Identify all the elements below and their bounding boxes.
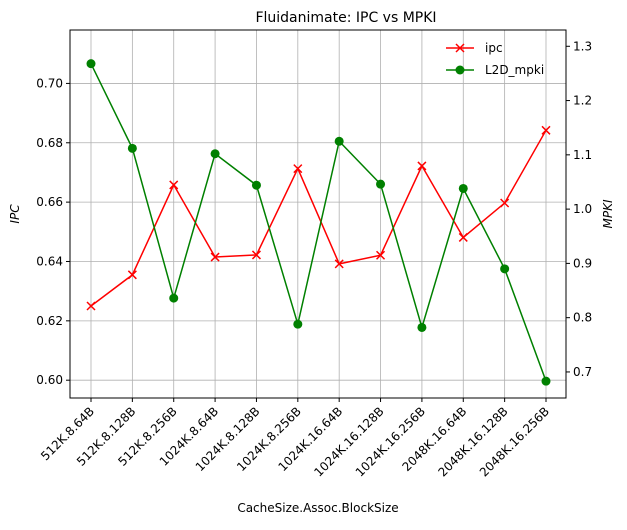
series-ipc-point	[251, 250, 261, 260]
grid	[70, 30, 566, 398]
y-axis-label-right: MPKI	[601, 199, 615, 228]
series-ipc-point	[417, 161, 427, 171]
series-l2d-mpki-point	[169, 293, 179, 303]
y-tick-label-left: 0.62	[36, 314, 63, 328]
series-l2d-mpki-point	[210, 149, 220, 159]
series-ipc-point	[127, 270, 137, 280]
legend-ipc-label: ipc	[485, 41, 503, 55]
left-y-axis: 0.60 0.62 0.64 0.66 0.68 0.70	[36, 76, 70, 387]
series-ipc-point	[86, 301, 96, 311]
series-ipc-point	[500, 198, 510, 208]
y-tick-label-left: 0.70	[36, 76, 63, 90]
series-ipc-line	[90, 129, 547, 307]
plot-frame	[69, 29, 567, 399]
legend: ipc L2D_mpki	[446, 41, 544, 77]
y-tick-label-right: 0.7	[573, 365, 592, 379]
y-tick-label-right: 0.8	[573, 311, 592, 325]
right-y-axis: 0.7 0.8 0.9 1.0 1.1 1.2 1.3	[566, 39, 592, 379]
y-tick-label-right: 1.2	[573, 94, 592, 108]
legend-mpki-marker	[455, 65, 465, 75]
series-l2d-mpki-point	[417, 322, 427, 332]
y-tick-label-right: 1.1	[573, 148, 592, 162]
series-l2d-mpki-point	[334, 136, 344, 146]
series-ipc-point	[210, 252, 220, 262]
series-ipc-point	[458, 232, 468, 242]
y-tick-label-left: 0.66	[36, 195, 63, 209]
y-tick-label-left: 0.64	[36, 254, 63, 268]
series-l2d-mpki-point	[293, 319, 303, 329]
series-l2d-mpki-point	[458, 183, 468, 193]
series-l2d-mpki-point	[500, 264, 510, 274]
y-axis-label-left: IPC	[8, 204, 22, 224]
series-l2d-mpki-line	[90, 63, 547, 382]
y-tick-label-left: 0.60	[36, 373, 63, 387]
series-layer	[86, 59, 551, 386]
y-tick-label-left: 0.68	[36, 136, 63, 150]
series-l2d-mpki-point	[251, 180, 261, 190]
x-axis-label: CacheSize.Assoc.BlockSize	[237, 501, 398, 515]
series-l2d-mpki-point	[541, 376, 551, 386]
y-tick-label-right: 0.9	[573, 256, 592, 270]
series-l2d-mpki-point	[127, 143, 137, 153]
series-ipc-point	[541, 125, 551, 135]
series-l2d-mpki-point	[376, 179, 386, 189]
series-ipc-point	[334, 259, 344, 269]
y-tick-label-right: 1.0	[573, 202, 592, 216]
chart-title: Fluidanimate: IPC vs MPKI	[255, 10, 436, 26]
series-ipc-point	[376, 250, 386, 260]
y-tick-label-right: 1.3	[573, 39, 592, 53]
legend-mpki-label: L2D_mpki	[485, 63, 544, 77]
legend-ipc-marker	[455, 43, 465, 53]
series-l2d-mpki-point	[86, 59, 96, 69]
series-ipc-point	[169, 180, 179, 190]
series-ipc-point	[293, 164, 303, 174]
